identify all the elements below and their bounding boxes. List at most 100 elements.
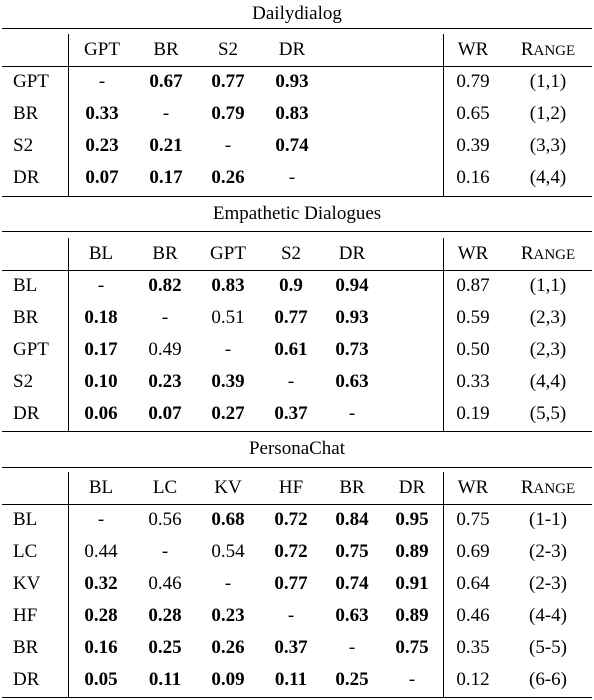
range-value: (6-6) [529,669,567,690]
score-cell: 0.9 [279,275,303,296]
row-label: DR [13,167,40,188]
table-row: BR 0.16 0.25 0.26 0.37 - 0.75 0.35 (5-5) [0,632,594,664]
top-rule [2,467,592,469]
table-row: BR 0.33 - 0.79 0.83 0.65 (1,2) [0,98,594,130]
range-value: (2,3) [529,307,567,328]
row-label: DR [13,403,40,424]
score-cell: - [348,637,356,658]
table-row: BR 0.18 - 0.51 0.77 0.93 0.59 (2,3) [0,302,594,334]
score-cell: - [224,135,232,156]
column-separator [68,238,70,431]
score-cell: 0.83 [211,275,245,296]
range-value: (4,4) [529,371,567,392]
row-label: GPT [13,71,49,92]
range-value: (1,1) [529,275,567,296]
score-cell: - [348,403,356,424]
score-cell: 0.39 [211,371,245,392]
top-rule [2,231,592,233]
wr-header: WR [457,243,489,264]
column-header: GPT [210,243,246,264]
range-header: RANGE [521,472,575,504]
score-cell: 0.11 [274,669,308,690]
score-cell: 0.72 [274,541,308,562]
score-cell: 0.25 [148,637,182,658]
range-value: (4,4) [529,167,567,188]
score-cell: 0.06 [84,403,118,424]
range-header-rest: ANGE [533,247,576,263]
table-row: BL - 0.82 0.83 0.9 0.94 0.87 (1,1) [0,270,594,302]
wr-value: 0.19 [456,403,490,424]
row-label: LC [13,541,38,562]
wr-value: 0.59 [456,307,490,328]
score-cell: 0.67 [149,71,183,92]
column-header: S2 [217,39,239,60]
score-cell: 0.61 [274,339,308,360]
score-cell: 0.11 [148,669,182,690]
table-row: DR 0.05 0.11 0.09 0.11 0.25 - 0.12 (6-6) [0,664,594,696]
score-cell: - [162,103,170,124]
column-separator [443,472,445,697]
score-cell: 0.77 [274,307,308,328]
score-cell: - [161,541,169,562]
score-cell: 0.75 [395,637,429,658]
score-cell: 0.27 [211,403,245,424]
score-cell: 0.23 [211,605,245,626]
wr-value: 0.79 [456,71,490,92]
wr-value: 0.12 [456,669,490,690]
score-cell: 0.51 [211,307,245,328]
score-cell: 0.09 [211,669,245,690]
row-label: BL [13,509,38,530]
score-cell: 0.77 [211,71,245,92]
score-cell: 0.25 [335,669,369,690]
range-header-initial: R [520,477,534,498]
score-cell: 0.28 [148,605,182,626]
range-header-initial: R [520,39,534,60]
range-value: (5,5) [529,403,567,424]
score-cell: 0.37 [274,637,308,658]
score-cell: - [288,167,296,188]
score-cell: 0.10 [84,371,118,392]
wr-value: 0.16 [456,167,490,188]
score-cell: - [161,307,169,328]
score-cell: 0.79 [211,103,245,124]
score-cell: 0.82 [148,275,182,296]
header-rule [2,65,592,67]
score-cell: 0.94 [335,275,369,296]
wr-value: 0.69 [456,541,490,562]
score-cell: 0.32 [84,573,118,594]
score-cell: 0.74 [335,573,369,594]
score-cell: 0.74 [275,135,309,156]
column-header: DR [398,477,426,498]
column-separator [68,472,70,697]
score-cell: 0.44 [84,541,118,562]
table-row: DR 0.07 0.17 0.26 - 0.16 (4,4) [0,162,594,194]
table-row: HF 0.28 0.28 0.23 - 0.63 0.89 0.46 (4-4) [0,600,594,632]
bottom-rule [2,431,592,433]
column-separator [443,238,445,431]
range-value: (1,1) [529,71,567,92]
score-cell: - [224,573,232,594]
row-label: GPT [13,339,49,360]
range-value: (1-1) [529,509,567,530]
wr-value: 0.35 [456,637,490,658]
column-header: BL [88,243,114,264]
row-label: BR [13,103,39,124]
score-cell: 0.49 [148,339,182,360]
score-cell: 0.89 [395,605,429,626]
header-row: GPT BR S2 DR WR RANGE [0,34,594,66]
range-value: (5-5) [529,637,567,658]
column-header: LC [152,477,178,498]
row-label: S2 [13,371,34,392]
score-cell: - [97,275,105,296]
header-row: BL LC KV HF BR DR WR RANGE [0,472,594,504]
section-title: PersonaChat [248,438,346,459]
score-cell: 0.68 [211,509,245,530]
column-header: BR [339,477,365,498]
top-rule [2,28,592,30]
wr-value: 0.50 [456,339,490,360]
column-header: BR [152,243,178,264]
score-cell: 0.89 [395,541,429,562]
wr-header: WR [457,477,489,498]
range-header-rest: ANGE [533,481,576,497]
wr-value: 0.87 [456,275,490,296]
